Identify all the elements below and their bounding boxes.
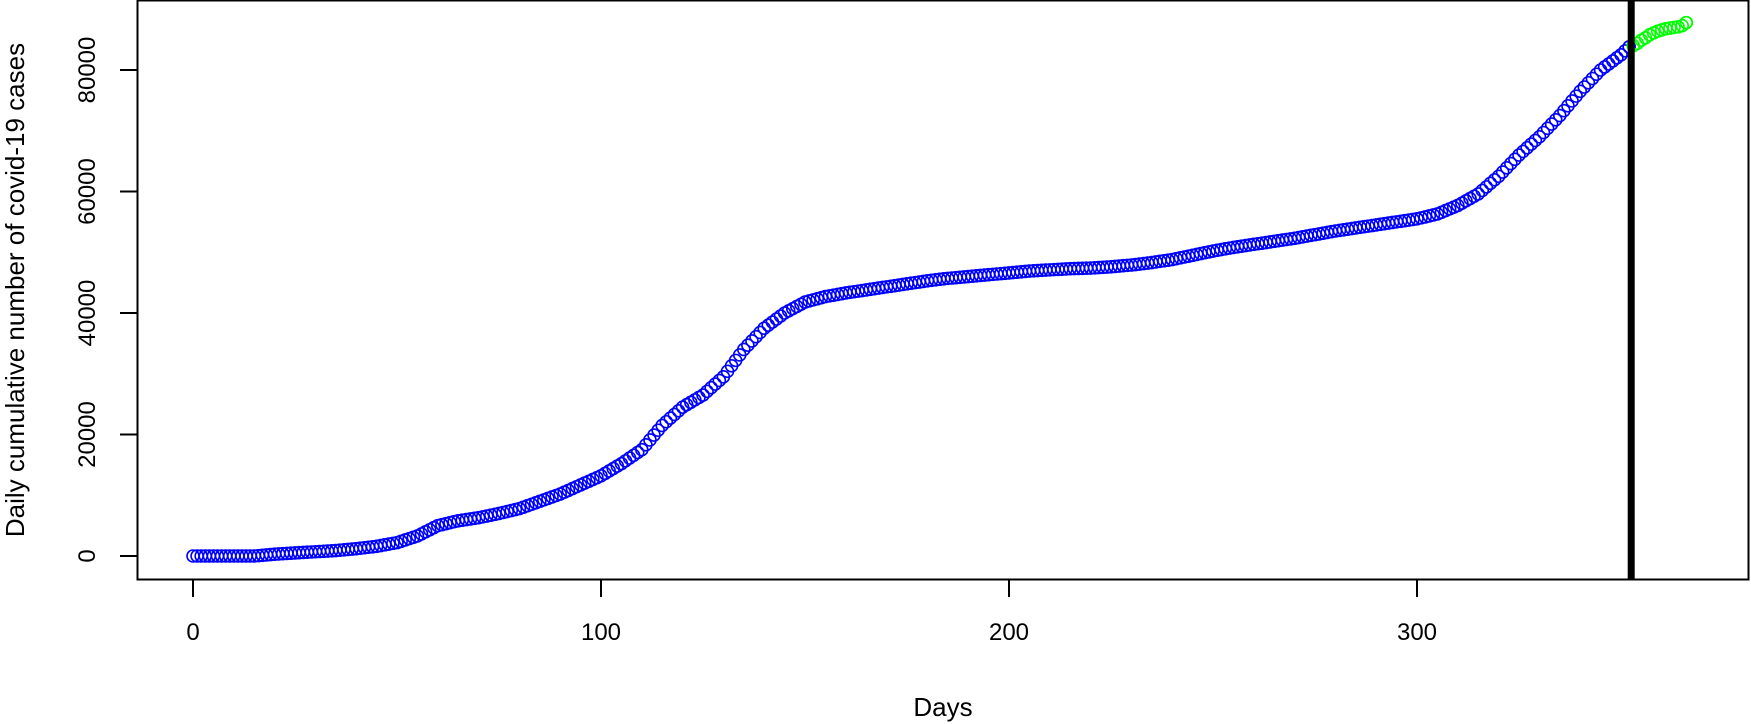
y-tick-label: 60000	[74, 158, 101, 225]
data-point	[626, 448, 641, 463]
data-point	[1606, 54, 1620, 68]
data-point	[1536, 125, 1551, 140]
data-point	[700, 384, 714, 399]
y-axis-title: Daily cumulative number of covid-19 case…	[0, 43, 30, 537]
data-point	[704, 380, 718, 395]
data-point	[1544, 117, 1559, 131]
data-point	[1499, 161, 1514, 175]
data-point	[708, 377, 723, 391]
data-point	[1597, 60, 1612, 74]
data-point	[663, 411, 678, 425]
data-point	[736, 342, 751, 357]
y-tick-label: 0	[74, 549, 101, 562]
data-point	[659, 414, 674, 429]
data-point	[765, 315, 780, 329]
data-point	[769, 312, 784, 326]
observed-series	[186, 40, 1636, 563]
data-point	[622, 451, 637, 465]
y-tick-label: 20000	[74, 401, 101, 468]
data-points	[186, 15, 1694, 563]
data-point	[1532, 130, 1547, 144]
data-point	[1483, 176, 1498, 191]
forecast-series	[1626, 15, 1694, 53]
data-point	[1520, 140, 1534, 155]
x-axis: 0 100 200 300	[186, 580, 1437, 646]
data-point	[667, 407, 682, 422]
y-axis: 0 20000 40000 60000 80000	[74, 37, 137, 563]
data-point	[1679, 15, 1694, 30]
data-point	[1471, 187, 1485, 201]
data-point	[1614, 48, 1628, 62]
data-point	[655, 418, 670, 433]
data-point	[1475, 183, 1490, 198]
data-point	[696, 388, 710, 402]
data-point	[1573, 84, 1587, 99]
data-point	[1528, 133, 1543, 148]
data-point	[1610, 51, 1624, 65]
data-point	[1548, 113, 1563, 127]
data-point	[1675, 18, 1689, 33]
data-point	[1495, 165, 1510, 179]
data-point	[1504, 156, 1518, 171]
x-tick-label: 0	[186, 619, 199, 646]
data-point	[630, 445, 645, 460]
data-point	[745, 334, 759, 348]
data-point	[1487, 173, 1502, 187]
data-point	[1601, 57, 1616, 71]
x-tick-label: 300	[1397, 619, 1437, 646]
x-axis-title: Days	[913, 692, 972, 722]
data-point	[753, 325, 767, 340]
y-tick-label: 80000	[74, 37, 101, 104]
data-point	[1508, 152, 1522, 167]
data-point	[1577, 80, 1592, 94]
data-point	[761, 318, 776, 332]
data-point	[1589, 67, 1604, 82]
data-point	[1581, 75, 1596, 90]
data-point	[749, 329, 763, 344]
y-tick-label: 40000	[74, 280, 101, 347]
data-point	[741, 338, 755, 352]
x-tick-label: 100	[581, 619, 621, 646]
plot-box	[136, 0, 1750, 581]
data-point	[1585, 71, 1600, 86]
data-point	[1491, 169, 1506, 184]
data-point	[1516, 144, 1530, 159]
data-point	[1479, 180, 1494, 194]
data-point	[712, 373, 727, 388]
data-point	[1540, 121, 1555, 136]
data-point	[1524, 137, 1539, 151]
x-tick-label: 200	[989, 619, 1029, 646]
data-point	[1512, 148, 1526, 162]
